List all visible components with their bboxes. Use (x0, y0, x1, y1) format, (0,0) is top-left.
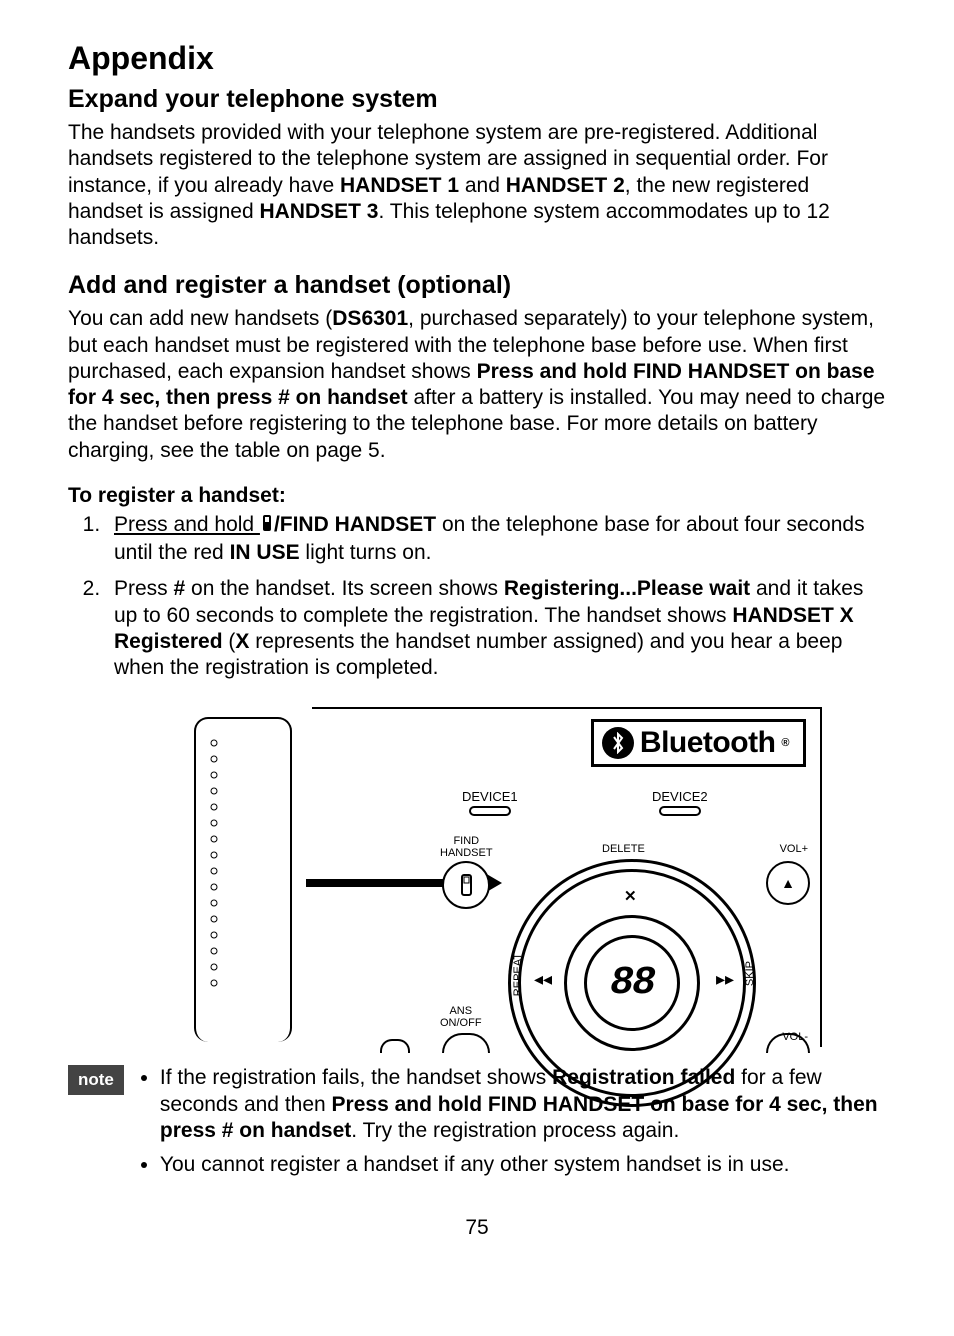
text: Press and hold (114, 513, 260, 536)
text: If the registration fails, the handset s… (160, 1066, 552, 1089)
register-heading: To register a handset: (68, 484, 886, 508)
text: on the handset. Its screen shows (185, 577, 504, 600)
control-center: 88 (584, 935, 680, 1031)
text: . Try the registration process again. (351, 1119, 679, 1142)
ans-button (442, 1033, 490, 1053)
register-steps: Press and hold /FIND HANDSET on the tele… (68, 512, 886, 682)
handset-icon (444, 863, 488, 907)
text-bold: DS6301 (332, 307, 408, 330)
notes-section: note If the registration fails, the hand… (68, 1065, 886, 1186)
text: DEVICE1 (462, 789, 518, 804)
device2-label: DEVICE2 (652, 789, 708, 816)
note-1: If the registration fails, the handset s… (160, 1065, 886, 1144)
step-2: Press # on the handset. Its screen shows… (106, 576, 886, 681)
find-handset-label: FIND HANDSET (440, 835, 493, 859)
appendix-title: Appendix (68, 40, 886, 77)
handset-detail (196, 719, 290, 1044)
ans-label: ANS ON/OFF (440, 1005, 482, 1029)
step-1: Press and hold /FIND HANDSET on the tele… (106, 512, 886, 567)
vol-up-button: ▲ (766, 861, 810, 905)
delete-x-icon: ✕ (624, 887, 637, 905)
text-bold: Registering...Please wait (504, 577, 750, 600)
forward-icon: ▸▸ (716, 969, 734, 990)
rewind-icon: ◂◂ (534, 969, 552, 990)
page-number: 75 (68, 1216, 886, 1240)
up-icon: ▲ (781, 875, 795, 891)
partial-button (380, 1039, 410, 1053)
device1-label: DEVICE1 (462, 789, 518, 816)
find-handset-button (442, 861, 490, 909)
text: light turns on. (300, 541, 432, 564)
add-heading: Add and register a handset (optional) (68, 271, 886, 300)
bluetooth-logo: Bluetooth ® (591, 719, 806, 767)
notes-list: If the registration fails, the handset s… (138, 1065, 886, 1186)
text: ( (223, 630, 236, 653)
text-bold: HANDSET 1 (340, 174, 459, 197)
note-2: You cannot register a handset if any oth… (160, 1152, 886, 1178)
text-bold: IN USE (230, 541, 300, 564)
bluetooth-icon (602, 727, 634, 759)
text: DEVICE2 (652, 789, 708, 804)
handset-outline (194, 717, 292, 1042)
handset-icon (260, 513, 274, 540)
base-diagram: Bluetooth® DEVICE1 DEVICE2 FIND HANDSET … (248, 707, 886, 1047)
delete-label: DELETE (602, 843, 645, 855)
text-bold: HANDSET 2 (506, 174, 625, 197)
expand-paragraph: The handsets provided with your telephon… (68, 120, 886, 251)
note-badge: note (68, 1065, 124, 1095)
expand-heading: Expand your telephone system (68, 85, 886, 114)
vol-plus-label: VOL+ (780, 843, 808, 855)
device1-button (469, 806, 511, 816)
add-paragraph: You can add new handsets (DS6301, purcha… (68, 306, 886, 464)
text-bold: /FIND HANDSET (274, 513, 436, 536)
device2-button (659, 806, 701, 816)
repeat-label: REPEAT (512, 953, 524, 996)
text-bold: HANDSET 3 (259, 200, 378, 223)
counter-display: 88 (610, 961, 654, 1006)
text: You can add new handsets ( (68, 307, 332, 330)
skip-label: SKIP (744, 961, 756, 986)
text-bold: X (235, 630, 249, 653)
text-bold: # (174, 577, 186, 600)
text: Press (114, 577, 174, 600)
text: and (459, 174, 506, 197)
bluetooth-text: Bluetooth (640, 726, 775, 760)
registered-mark: ® (781, 737, 789, 749)
